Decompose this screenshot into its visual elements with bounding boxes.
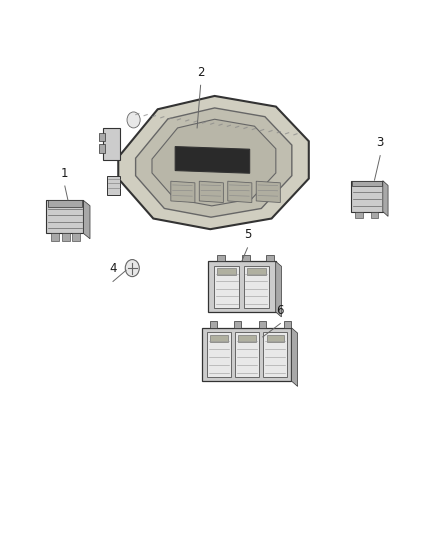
Polygon shape	[171, 181, 195, 203]
FancyBboxPatch shape	[351, 181, 383, 212]
Bar	[259, 321, 266, 328]
Polygon shape	[107, 176, 120, 195]
Text: 5: 5	[244, 229, 251, 241]
Text: 2: 2	[197, 66, 205, 79]
Polygon shape	[256, 181, 280, 203]
Bar	[99, 133, 105, 141]
Bar	[217, 268, 236, 275]
Text: 3: 3	[377, 136, 384, 149]
Bar	[238, 335, 256, 342]
FancyBboxPatch shape	[244, 265, 269, 308]
Circle shape	[127, 112, 140, 128]
FancyBboxPatch shape	[207, 332, 231, 377]
Bar	[209, 321, 216, 328]
Bar	[283, 321, 290, 328]
Polygon shape	[276, 261, 281, 317]
Text: 4: 4	[109, 262, 117, 275]
Bar	[355, 212, 363, 218]
Bar	[210, 335, 228, 342]
FancyBboxPatch shape	[201, 328, 291, 381]
Bar	[62, 233, 70, 241]
Bar	[247, 268, 265, 275]
FancyBboxPatch shape	[235, 332, 259, 377]
Bar	[242, 254, 250, 261]
FancyBboxPatch shape	[208, 261, 276, 312]
Bar	[352, 181, 382, 186]
Bar	[266, 254, 274, 261]
Polygon shape	[152, 119, 276, 206]
Bar	[72, 233, 80, 241]
FancyBboxPatch shape	[214, 265, 240, 308]
Polygon shape	[136, 108, 292, 217]
Polygon shape	[291, 328, 297, 386]
Bar	[371, 212, 378, 218]
Bar	[47, 200, 82, 207]
Polygon shape	[199, 181, 223, 203]
FancyBboxPatch shape	[263, 332, 287, 377]
Text: 6: 6	[276, 304, 284, 317]
FancyBboxPatch shape	[46, 200, 83, 233]
Polygon shape	[383, 181, 388, 216]
Polygon shape	[175, 147, 250, 173]
Bar	[266, 335, 284, 342]
Bar	[99, 144, 105, 153]
Bar	[217, 254, 226, 261]
Circle shape	[125, 260, 139, 277]
Polygon shape	[228, 181, 252, 203]
Polygon shape	[118, 96, 309, 229]
Bar	[234, 321, 241, 328]
Bar	[51, 233, 59, 241]
Text: 1: 1	[61, 167, 69, 180]
Polygon shape	[103, 128, 120, 160]
Polygon shape	[83, 200, 90, 239]
